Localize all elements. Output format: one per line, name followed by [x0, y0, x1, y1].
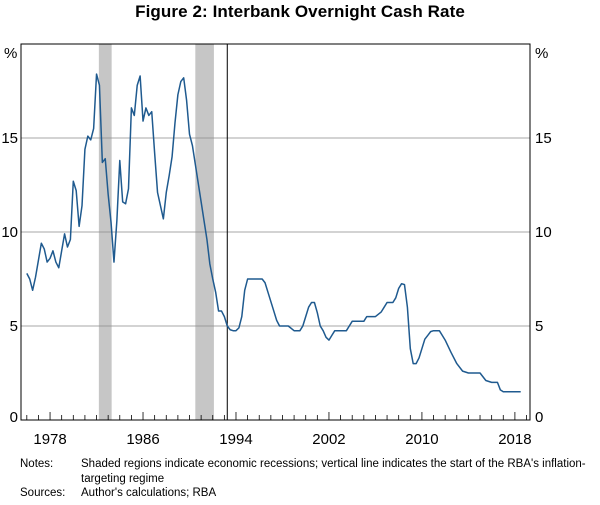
x-label-1978: 1978	[33, 431, 66, 448]
gridlines	[21, 137, 530, 327]
series-line-cash-rate	[26, 73, 521, 393]
plot-frame	[20, 43, 531, 421]
y-unit-right: %	[535, 45, 548, 62]
y-label-left-15: 15	[1, 130, 18, 147]
notes-label: Notes:	[20, 458, 54, 470]
x-label-2002: 2002	[312, 431, 345, 448]
sources-label: Sources:	[20, 487, 66, 499]
notes-text: Shaded regions indicate economic recessi…	[81, 458, 586, 485]
y-label-right-15: 15	[535, 130, 552, 147]
axis-labels: 0 0 5 5 10 10 15 15 1978 1986 1994 2002 2010 2018	[1, 130, 551, 448]
footnotes: Notes: Shaded regions indicate economic …	[20, 457, 595, 501]
y-label-left-10: 10	[1, 224, 18, 241]
x-label-1994: 1994	[219, 431, 252, 448]
chart-title: Figure 2: Interbank Overnight Cash Rate	[135, 2, 465, 21]
x-label-1986: 1986	[126, 431, 159, 448]
notes-row: Notes: Shaded regions indicate economic …	[20, 457, 595, 486]
sources-text: Author's calculations; RBA	[81, 487, 217, 499]
x-ticks	[26, 412, 527, 420]
y-label-left-0: 0	[10, 409, 18, 426]
y-label-right-10: 10	[535, 224, 552, 241]
y-unit-left: %	[4, 45, 17, 62]
y-label-left-5: 5	[10, 318, 18, 335]
sources-row: Sources: Author's calculations; RBA	[20, 486, 595, 501]
y-label-right-0: 0	[535, 409, 543, 426]
x-label-2018: 2018	[498, 431, 531, 448]
y-label-right-5: 5	[535, 318, 543, 335]
x-label-2010: 2010	[405, 431, 438, 448]
